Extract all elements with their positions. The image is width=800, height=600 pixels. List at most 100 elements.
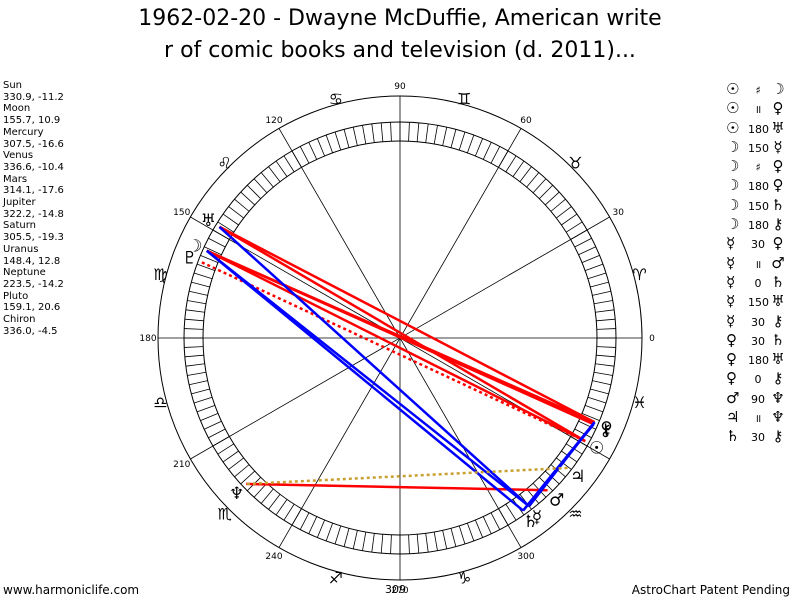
zodiac-sign-glyph: ♒ [568,504,582,523]
aspect-line [201,261,586,443]
degree-tick [208,237,226,248]
degree-tick [596,328,616,330]
aspect-symbol: 0 [754,276,762,290]
jupiter-glyph: ♃ [570,467,585,487]
sun-glyph: ☉ [589,438,604,458]
aspect-line [206,249,586,443]
aspect-planet-1: ☉ [726,80,740,98]
degree-tick [200,254,219,263]
aspect-planet-1: ♀ [726,369,737,388]
aspect-row: ☽ 150 ☿ [726,138,788,157]
degree-tick [200,413,219,422]
degree-tick [189,380,208,386]
degree-tick [596,318,616,322]
zodiac-sign-glyph: ♐ [329,569,343,588]
planet-name: Pluto [3,290,29,302]
planet-name: Mars [3,173,28,185]
degree-tick [593,300,613,305]
aspect-planet-1: ☿ [726,272,736,291]
aspect-symbol: 90 [751,392,765,406]
planet-name: Uranus [3,243,39,255]
degree-tick [362,125,367,145]
aspect-planet-2: ☽ [771,80,785,98]
aspect-planet-2: ♂ [771,253,785,272]
degree-tick [565,221,583,233]
degree-tick [380,534,384,554]
degree-tick [467,134,475,154]
degree-tick [587,396,607,404]
degree-tick [581,254,600,263]
footer-website: www.harmoniclife.com [3,583,140,597]
degree-tick [334,525,342,545]
aspect-planet-1: ☉ [726,99,740,118]
aspect-planet-1: ♀ [726,350,737,369]
planet-name: Chiron [3,314,36,326]
degree-tick [308,142,318,160]
degree-label: 270 [391,586,408,596]
degree-tick [299,146,310,164]
degree-tick [184,318,204,322]
degree-tick [308,516,318,534]
aspect-line [205,249,524,512]
aspect-planet-1: ♄ [726,427,740,446]
chart-title-line-1: 1962-02-20 - Dwayne McDuffie, American w… [138,6,662,31]
aspect-row: ☿ 30 ⚷ [726,312,788,331]
aspect-symbol: ♯ [755,161,761,175]
aspect-planet-2: ☿ [773,137,783,156]
degree-tick [380,122,384,142]
planet-values: 159.1, 20.6 [3,302,61,314]
degree-tick [408,122,410,142]
degree-tick [596,354,616,358]
aspect-planet-2: ♄ [771,195,785,214]
degree-tick [268,494,281,510]
zodiac-sign-glyph: ♉ [568,154,582,173]
aspect-row: ☿ 0 ♄ [726,273,788,292]
chiron-glyph: ⚷ [599,421,611,441]
degree-tick [416,122,420,142]
degree-tick [299,512,310,530]
aspect-planet-1: ☽ [726,176,740,195]
aspect-symbol: ॥ [754,257,762,271]
planet-name: Saturn [3,220,37,232]
aspect-planet-1: ♂ [726,388,740,407]
degree-tick [325,522,333,542]
zodiac-sign-glyph: ♓ [632,393,646,412]
aspect-planet-1: ☽ [726,215,740,234]
aspect-row: ☽ 180 ♀ [726,176,788,195]
aspect-line [206,249,595,426]
aspect-symbol: 30 [751,315,765,329]
aspect-planet-2: ♀ [772,176,784,195]
aspect-row: ☽ 180 ⚷ [726,215,788,234]
degree-tick [191,388,210,395]
aspect-planet-2: ♅ [771,350,785,369]
aspect-planet-1: ☿ [726,292,736,311]
neptune-glyph: ♆ [229,484,244,504]
zodiac-sign-glyph: ♋ [329,89,343,108]
degree-tick [191,281,210,288]
aspect-planet-1: ♃ [726,408,740,427]
degree-tick [442,530,448,549]
degree-tick [343,528,350,547]
footer-degree: 309 [385,583,406,596]
aspect-planet-1: ☉ [726,118,740,137]
aspect-symbol: 180 [748,354,769,368]
degree-tick [193,396,213,404]
aspect-planet-2: ♅ [771,118,785,137]
degree-tick [581,413,600,422]
degree-tick [275,160,288,177]
aspect-planet-2: ♄ [771,330,785,349]
aspect-planet-2: ♅ [771,292,785,311]
aspect-planet-2: ⚷ [772,427,784,446]
aspect-symbol: 30 [751,431,765,445]
aspect-list: ☉ ♯ ☽ ☉ ॥ ♀ ☉ 180 ♅ ☽ 150 ☿ ☽ ♯ ♀ ☽ 180 ♀ ☽ 150 ♄ ☽ 180 ⚷ ☿ 30 ♀ ☿ ॥… [726,80,788,447]
degree-tick [185,309,205,313]
planet-values: 336.0, -4.5 [3,325,58,337]
degree-tick [184,346,204,348]
degree-tick [196,263,216,271]
degree-tick [467,522,475,542]
degree-tick [532,178,547,194]
aspect-row: ☿ 150 ♅ [726,292,788,311]
footer-patent: AstroChart Patent Pending [631,583,790,597]
degree-tick [526,488,540,504]
aspect-row: ♀ 30 ♄ [726,331,788,350]
